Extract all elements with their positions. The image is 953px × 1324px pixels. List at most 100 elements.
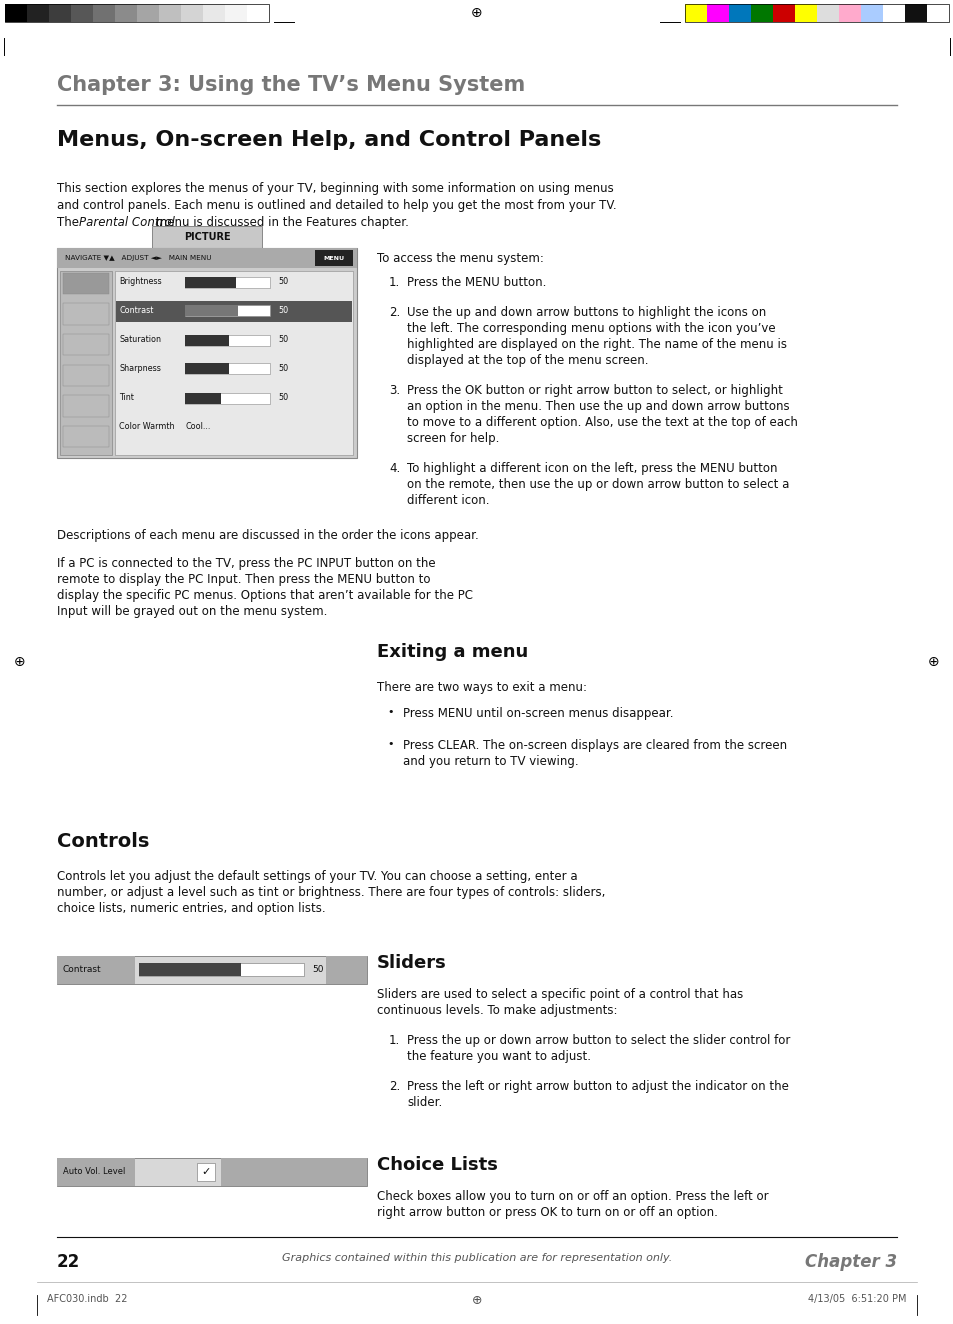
Text: Press CLEAR. The on-screen displays are cleared from the screen: Press CLEAR. The on-screen displays are …: [402, 739, 786, 752]
Bar: [63, 426, 109, 448]
Bar: [139, 964, 304, 977]
Bar: [57, 1158, 135, 1186]
Text: 50: 50: [312, 965, 323, 974]
Bar: [57, 956, 367, 984]
Text: Press the up or down arrow button to select the slider control for: Press the up or down arrow button to sel…: [407, 1034, 789, 1047]
Bar: [225, 4, 247, 23]
Bar: [116, 301, 352, 322]
Text: There are two ways to exit a menu:: There are two ways to exit a menu:: [376, 681, 586, 694]
Bar: [185, 306, 270, 316]
Bar: [684, 4, 948, 23]
Text: MENU: MENU: [323, 256, 344, 261]
Text: Chapter 3: Chapter 3: [804, 1253, 896, 1271]
Text: Sharpness: Sharpness: [119, 364, 161, 373]
Bar: [196, 1162, 214, 1181]
Text: Sliders are used to select a specific point of a control that has: Sliders are used to select a specific po…: [376, 988, 742, 1001]
Text: Graphics contained within this publication are for representation only.: Graphics contained within this publicati…: [281, 1253, 672, 1263]
Text: ✓: ✓: [201, 1166, 211, 1177]
Text: Check boxes allow you to turn on or off an option. Press the left or: Check boxes allow you to turn on or off …: [376, 1190, 768, 1204]
Text: Use the up and down arrow buttons to highlight the icons on: Use the up and down arrow buttons to hig…: [407, 306, 765, 319]
Bar: [861, 4, 882, 23]
Bar: [203, 4, 225, 23]
Text: Controls let you adjust the default settings of your TV. You can choose a settin: Controls let you adjust the default sett…: [57, 870, 577, 883]
Text: Input will be grayed out on the menu system.: Input will be grayed out on the menu sys…: [57, 605, 327, 618]
Bar: [63, 334, 109, 355]
Text: 2.: 2.: [389, 1080, 400, 1094]
Text: the feature you want to adjust.: the feature you want to adjust.: [407, 1050, 590, 1063]
Text: 50: 50: [277, 393, 288, 402]
Text: 1.: 1.: [389, 1034, 400, 1047]
Text: •: •: [387, 739, 393, 749]
Text: remote to display the PC Input. Then press the MENU button to: remote to display the PC Input. Then pre…: [57, 573, 430, 587]
Bar: [57, 956, 135, 984]
Text: Press the left or right arrow button to adjust the indicator on the: Press the left or right arrow button to …: [407, 1080, 788, 1094]
Bar: [5, 4, 269, 23]
Text: The: The: [57, 216, 83, 229]
Bar: [728, 4, 750, 23]
Text: and control panels. Each menu is outlined and detailed to help you get the most : and control panels. Each menu is outline…: [57, 199, 616, 212]
Text: Brightness: Brightness: [119, 278, 161, 286]
Text: Parental Control: Parental Control: [79, 216, 174, 229]
Bar: [57, 248, 356, 267]
Text: Tint: Tint: [119, 393, 133, 402]
Text: Exiting a menu: Exiting a menu: [376, 643, 528, 661]
Text: displayed at the top of the menu screen.: displayed at the top of the menu screen.: [407, 354, 648, 367]
Text: Press the MENU button.: Press the MENU button.: [407, 275, 546, 289]
Text: PICTURE: PICTURE: [184, 232, 230, 242]
Text: right arrow button or press OK to turn on or off an option.: right arrow button or press OK to turn o…: [376, 1206, 717, 1219]
Bar: [57, 248, 356, 458]
Text: Contrast: Contrast: [119, 306, 153, 315]
Text: Saturation: Saturation: [119, 335, 161, 344]
Bar: [115, 4, 137, 23]
Bar: [185, 364, 229, 375]
Text: 4/13/05  6:51:20 PM: 4/13/05 6:51:20 PM: [807, 1294, 906, 1304]
Text: and you return to TV viewing.: and you return to TV viewing.: [402, 755, 578, 768]
Text: Sliders: Sliders: [376, 955, 446, 972]
Bar: [185, 335, 270, 346]
Text: 2.: 2.: [389, 306, 400, 319]
Text: ⊕: ⊕: [927, 655, 939, 669]
Text: •: •: [387, 707, 393, 718]
Text: 50: 50: [277, 364, 288, 373]
Bar: [247, 4, 269, 23]
Text: Cool...: Cool...: [185, 422, 211, 432]
Bar: [152, 226, 262, 248]
Bar: [137, 4, 159, 23]
Bar: [185, 364, 270, 375]
Bar: [63, 396, 109, 417]
Text: on the remote, then use the up or down arrow button to select a: on the remote, then use the up or down a…: [407, 478, 788, 491]
Text: ⊕: ⊕: [471, 1294, 482, 1307]
Text: 1.: 1.: [389, 275, 400, 289]
Text: Press MENU until on-screen menus disappear.: Press MENU until on-screen menus disappe…: [402, 707, 673, 720]
Text: ⊕: ⊕: [471, 7, 482, 20]
Text: 50: 50: [277, 335, 288, 344]
Bar: [794, 4, 816, 23]
Bar: [92, 4, 115, 23]
Bar: [60, 271, 112, 455]
Bar: [159, 4, 181, 23]
Text: slider.: slider.: [407, 1096, 442, 1110]
Text: 50: 50: [277, 306, 288, 315]
Text: This section explores the menus of your TV, beginning with some information on u: This section explores the menus of your …: [57, 181, 613, 195]
Bar: [326, 956, 367, 984]
Bar: [185, 335, 229, 346]
Bar: [139, 964, 241, 977]
Bar: [71, 4, 92, 23]
Bar: [63, 303, 109, 324]
Bar: [115, 271, 353, 455]
Text: Press the OK button or right arrow button to select, or highlight: Press the OK button or right arrow butto…: [407, 384, 782, 397]
Text: Choice Lists: Choice Lists: [376, 1156, 497, 1174]
Bar: [185, 277, 270, 287]
Bar: [882, 4, 904, 23]
Text: to move to a different option. Also, use the text at the top of each: to move to a different option. Also, use…: [407, 416, 797, 429]
Text: To highlight a different icon on the left, press the MENU button: To highlight a different icon on the lef…: [407, 462, 777, 475]
Bar: [5, 4, 27, 23]
Text: 4.: 4.: [389, 462, 400, 475]
Bar: [706, 4, 728, 23]
Bar: [185, 392, 270, 404]
Text: Auto Vol. Level: Auto Vol. Level: [63, 1168, 125, 1177]
Bar: [49, 4, 71, 23]
Bar: [185, 392, 220, 404]
Text: 22: 22: [57, 1253, 80, 1271]
Text: choice lists, numeric entries, and option lists.: choice lists, numeric entries, and optio…: [57, 902, 325, 915]
